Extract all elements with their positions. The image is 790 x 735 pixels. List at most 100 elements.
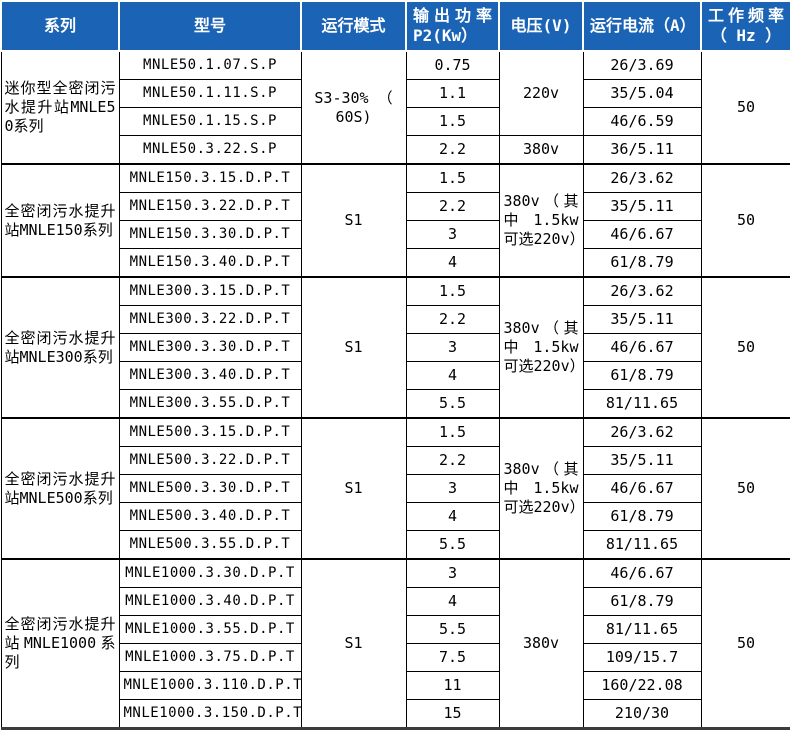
col-header-power-line1: 输出功率 [413,6,492,25]
current-cell: 61/8.79 [582,502,702,531]
current-cell: 46/6.67 [582,558,702,588]
power-cell: 0.75 [405,50,500,80]
freq-cell: 50 [700,50,790,165]
model-cell: MNLE1000.3.75.D.P.T [118,643,302,672]
model-cell: MNLE50.3.22.S.P [118,135,302,165]
table-row: 迷你型全密闭污水提升站MNLE50系列 MNLE50.1.07.S.P S3-3… [0,50,790,165]
voltage-cell: 380v（其中 1.5kw可选220v） [498,163,585,278]
current-cell: 46/6.59 [582,107,702,136]
power-cell: 1.5 [405,276,500,306]
power-cell: 3 [405,558,500,588]
table-row: MNLE1000.3.110.D.P.T 11 160/22.08 [1,671,790,700]
series-cell: 迷你型全密闭污水提升站MNLE50系列 [0,50,120,165]
voltage-cell: 380v [498,558,584,729]
current-cell: 81/11.65 [582,389,702,419]
col-header-current: 运行电流（A） [582,0,702,52]
table-row: MNLE50.1.15.S.P 1.5 46/6.59 [1,107,790,136]
power-cell: 4 [405,587,500,616]
current-cell: 35/5.11 [582,446,702,475]
col-header-model-label: 型号 [193,16,226,35]
col-header-freq: 工作频率 （ Hz ） [700,0,790,52]
mode-cell: S1 [300,276,407,419]
current-cell: 61/8.79 [582,361,702,390]
table-row: MNLE50.3.22.S.P 2.2 380v 36/5.11 [1,135,790,165]
current-cell: 46/6.67 [582,333,702,362]
table-row: MNLE300.3.40.D.P.T 4 61/8.79 [1,361,790,390]
series-cell: 全密闭污水提升站MNLE300系列 [0,276,120,419]
power-cell: 3 [405,220,500,249]
power-cell: 5.5 [405,615,500,644]
table-row: MNLE500.3.40.D.P.T 4 61/8.79 [1,502,790,531]
model-cell: MNLE300.3.55.D.P.T [118,389,302,419]
header-row: 系列 型号 运行模式 输出功率 P2(Kw） 电压(V) 运行电流（A） 工作频… [0,0,790,52]
power-cell: 7.5 [405,643,500,672]
model-cell: MNLE1000.3.110.D.P.T [118,671,302,700]
table-row: 全密闭污水提升站MNLE150系列 MNLE150.3.15.D.P.T S1 … [0,163,790,278]
col-header-voltage-label: 电压(V) [510,16,572,35]
model-cell: MNLE150.3.15.D.P.T [118,163,302,193]
current-cell: 26/3.62 [582,276,702,306]
current-cell: 210/30 [582,699,702,729]
model-cell: MNLE500.3.40.D.P.T [118,502,302,531]
current-cell: 26/3.69 [582,50,702,80]
model-cell: MNLE1000.3.150.D.P.T [118,699,302,729]
model-cell: MNLE150.3.30.D.P.T [118,220,302,249]
col-header-power: 输出功率 P2(Kw） [405,0,500,52]
model-cell: MNLE500.3.22.D.P.T [118,446,302,475]
model-cell: MNLE500.3.30.D.P.T [118,474,302,503]
table-row: MNLE500.3.55.D.P.T 5.5 81/11.65 [1,530,790,560]
table-row: MNLE300.3.22.D.P.T 2.2 35/5.11 [1,305,790,334]
model-cell: MNLE1000.3.40.D.P.T [118,587,302,616]
power-cell: 4 [405,248,500,278]
current-cell: 46/6.67 [582,220,702,249]
col-header-series: 系列 [0,0,120,52]
model-cell: MNLE1000.3.55.D.P.T [118,615,302,644]
current-cell: 35/5.04 [582,79,702,108]
table-row: MNLE1000.3.150.D.P.T 15 210/30 [1,699,790,729]
voltage-cell: 380v（其中 1.5kw可选220v） [498,417,585,560]
mode-cell: S1 [300,417,407,560]
model-cell: MNLE50.1.15.S.P [118,107,302,136]
table-row: MNLE50.1.11.S.P 1.1 35/5.04 [1,79,790,108]
voltage-cell: 220v [498,50,584,136]
power-cell: 5.5 [405,530,500,560]
col-header-freq-line1: 工作频率 [708,6,784,25]
table-row: 全密闭污水提升站MNLE500系列 MNLE500.3.15.D.P.T S1 … [0,417,790,560]
col-header-current-label: 运行电流（A） [590,16,696,35]
freq-cell: 50 [700,276,790,419]
power-cell: 4 [405,361,500,390]
power-cell: 1.5 [405,417,500,447]
model-cell: MNLE150.3.22.D.P.T [118,192,302,221]
col-header-model: 型号 [118,0,302,52]
power-cell: 2.2 [405,305,500,334]
model-cell: MNLE500.3.55.D.P.T [118,530,302,560]
model-cell: MNLE300.3.40.D.P.T [118,361,302,390]
power-cell: 4 [405,502,500,531]
model-cell: MNLE1000.3.30.D.P.T [118,558,302,588]
freq-cell: 50 [700,417,790,560]
col-header-series-label: 系列 [43,16,76,35]
mode-cell: S1 [300,163,407,278]
table-row: MNLE150.3.30.D.P.T 3 46/6.67 [1,220,790,249]
model-cell: MNLE150.3.40.D.P.T [118,248,302,278]
model-cell: MNLE500.3.15.D.P.T [118,417,302,447]
table-row: MNLE150.3.22.D.P.T 2.2 35/5.11 [1,192,790,221]
table-row: MNLE300.3.55.D.P.T 5.5 81/11.65 [1,389,790,419]
mode-cell: S1 [300,558,407,729]
power-cell: 5.5 [405,389,500,419]
mode-cell: S3-30% （ 60S) [300,50,407,165]
current-cell: 26/3.62 [582,417,702,447]
power-cell: 1.5 [405,107,500,136]
freq-cell: 50 [700,163,790,278]
power-cell: 3 [405,333,500,362]
model-cell: MNLE300.3.22.D.P.T [118,305,302,334]
table-row: MNLE300.3.30.D.P.T 3 46/6.67 [1,333,790,362]
voltage-cell: 380v（其中 1.5kw可选220v） [498,276,585,419]
col-header-mode: 运行模式 [300,0,407,52]
model-cell: MNLE50.1.11.S.P [118,79,302,108]
power-cell: 1.5 [405,163,500,193]
model-cell: MNLE300.3.30.D.P.T [118,333,302,362]
table-row: MNLE1000.3.55.D.P.T 5.5 81/11.65 [1,615,790,644]
current-cell: 46/6.67 [582,474,702,503]
